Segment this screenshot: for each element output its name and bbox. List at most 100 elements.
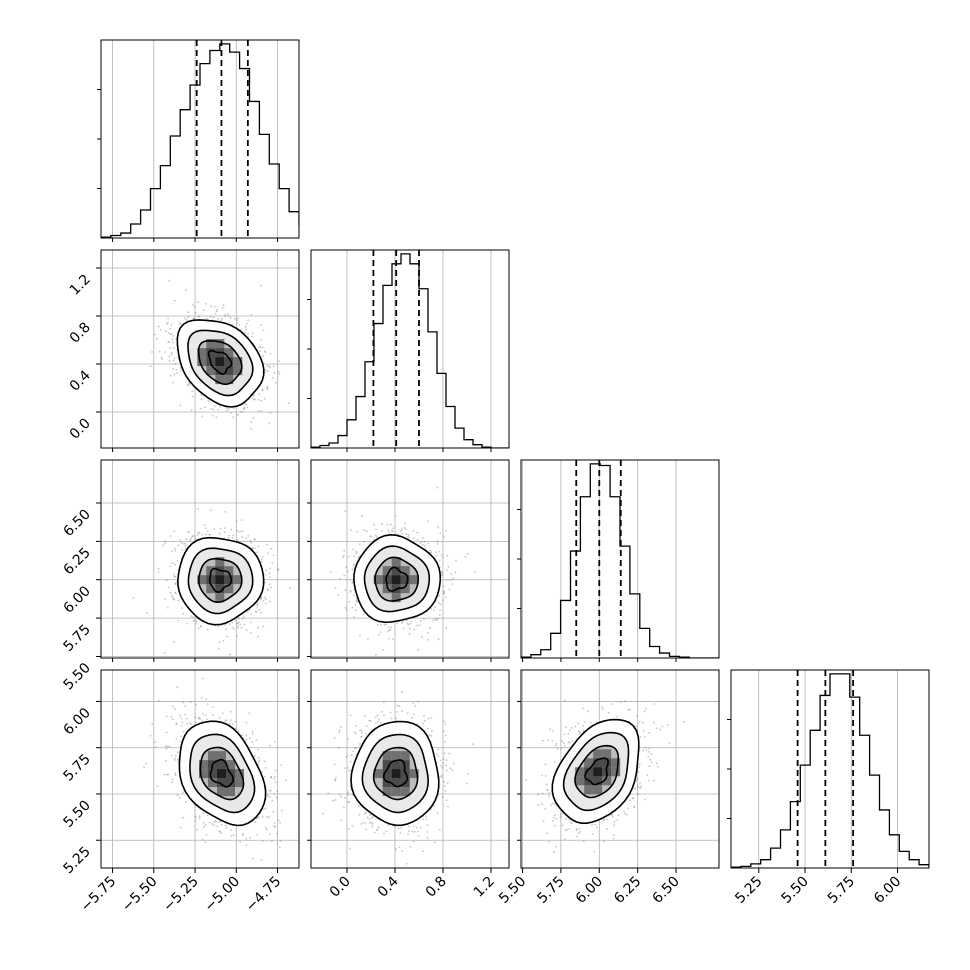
scatter-point xyxy=(638,720,641,723)
scatter-point xyxy=(437,526,440,529)
density-block xyxy=(217,769,226,779)
scatter-point xyxy=(443,780,445,783)
scatter-point xyxy=(256,604,258,606)
histogram-step xyxy=(311,253,509,448)
scatter-point xyxy=(211,414,214,417)
scatter-point xyxy=(438,550,441,553)
scatter-point xyxy=(169,565,172,567)
scatter-point xyxy=(156,785,159,787)
x-tick-label: 6.00 xyxy=(871,874,904,907)
scatter-point xyxy=(170,353,173,355)
scatter-point xyxy=(204,527,207,530)
scatter-point xyxy=(277,819,280,822)
scatter-point xyxy=(181,607,183,609)
density-block xyxy=(391,787,401,797)
scatter-point xyxy=(602,708,604,710)
scatter-point xyxy=(257,398,260,401)
y-tick-label: 5.25 xyxy=(60,844,93,877)
scatter-point xyxy=(577,730,580,733)
scatter-point xyxy=(425,818,428,821)
scatter-point xyxy=(636,714,638,717)
scatter-point xyxy=(355,747,357,750)
scatter-point xyxy=(360,736,362,738)
scatter-point xyxy=(250,613,252,616)
density-block xyxy=(215,357,225,367)
density-block xyxy=(206,339,216,349)
scatter-point xyxy=(229,317,232,320)
scatter-point xyxy=(177,599,180,602)
scatter-point xyxy=(578,731,581,734)
scatter-point xyxy=(173,346,175,349)
scatter-point xyxy=(209,315,212,318)
scatter-point xyxy=(191,536,193,538)
scatter-point xyxy=(173,357,176,360)
scatter-point xyxy=(206,703,209,706)
scatter-point xyxy=(260,324,262,326)
scatter-point xyxy=(364,812,367,814)
density-block xyxy=(226,778,235,788)
scatter-point xyxy=(176,751,179,754)
contour-line xyxy=(385,566,409,592)
panel-frame xyxy=(100,669,300,869)
scatter-point xyxy=(251,741,254,743)
scatter-point xyxy=(509,799,511,801)
scatter-point xyxy=(436,619,438,621)
scatter-point xyxy=(546,788,549,791)
scatter-point xyxy=(416,538,419,541)
density-block xyxy=(391,566,401,576)
density-block xyxy=(206,584,216,594)
scatter-point xyxy=(350,754,353,757)
scatter-point xyxy=(587,710,589,713)
scatter-point xyxy=(363,715,366,717)
scatter-point xyxy=(226,635,229,638)
y-tick-label: 0.4 xyxy=(67,367,94,394)
scatter-point xyxy=(408,632,411,635)
scatter-point xyxy=(359,743,361,745)
x-tick-label: 6.00 xyxy=(573,874,606,907)
scatter-point xyxy=(206,317,208,320)
density-block xyxy=(593,785,603,795)
scatter-point xyxy=(368,818,371,820)
scatter-point xyxy=(146,612,149,614)
scatter-point xyxy=(167,341,170,343)
scatter-point xyxy=(179,539,182,541)
scatter-point xyxy=(239,410,242,413)
scatter-point xyxy=(185,318,188,321)
scatter-point xyxy=(409,622,412,625)
x-tick-label: 6.50 xyxy=(649,874,682,907)
scatter-point xyxy=(381,710,383,713)
scatter-point xyxy=(443,592,445,595)
scatter-point xyxy=(188,382,191,385)
scatter-point xyxy=(254,821,257,824)
panel-frame xyxy=(100,249,300,449)
scatter-point xyxy=(638,766,641,769)
scatter-point xyxy=(154,333,156,336)
scatter-point xyxy=(190,615,193,617)
scatter-point xyxy=(166,773,168,776)
scatter-point xyxy=(265,543,268,546)
density-block xyxy=(602,758,612,768)
scatter-point xyxy=(420,826,422,829)
density-block xyxy=(382,575,392,585)
scatter-point xyxy=(445,627,448,630)
scatter-point xyxy=(390,717,393,720)
scatter-point xyxy=(666,723,669,726)
scatter-point xyxy=(438,602,440,604)
y-tick-label: 5.75 xyxy=(60,622,93,655)
scatter-point xyxy=(448,588,451,591)
scatter-point xyxy=(381,523,384,525)
scatter-point xyxy=(266,387,269,390)
density-block xyxy=(391,751,401,761)
scatter-point xyxy=(173,757,176,760)
scatter-point xyxy=(280,809,283,812)
scatter-point xyxy=(582,707,584,710)
scatter-point xyxy=(447,805,449,808)
scatter-point xyxy=(643,736,646,738)
scatter-point xyxy=(364,822,367,824)
scatter-point xyxy=(411,830,413,833)
scatter-point xyxy=(555,817,558,820)
scatter-point xyxy=(397,533,400,536)
scatter-point xyxy=(247,319,250,321)
scatter-point xyxy=(345,566,347,568)
